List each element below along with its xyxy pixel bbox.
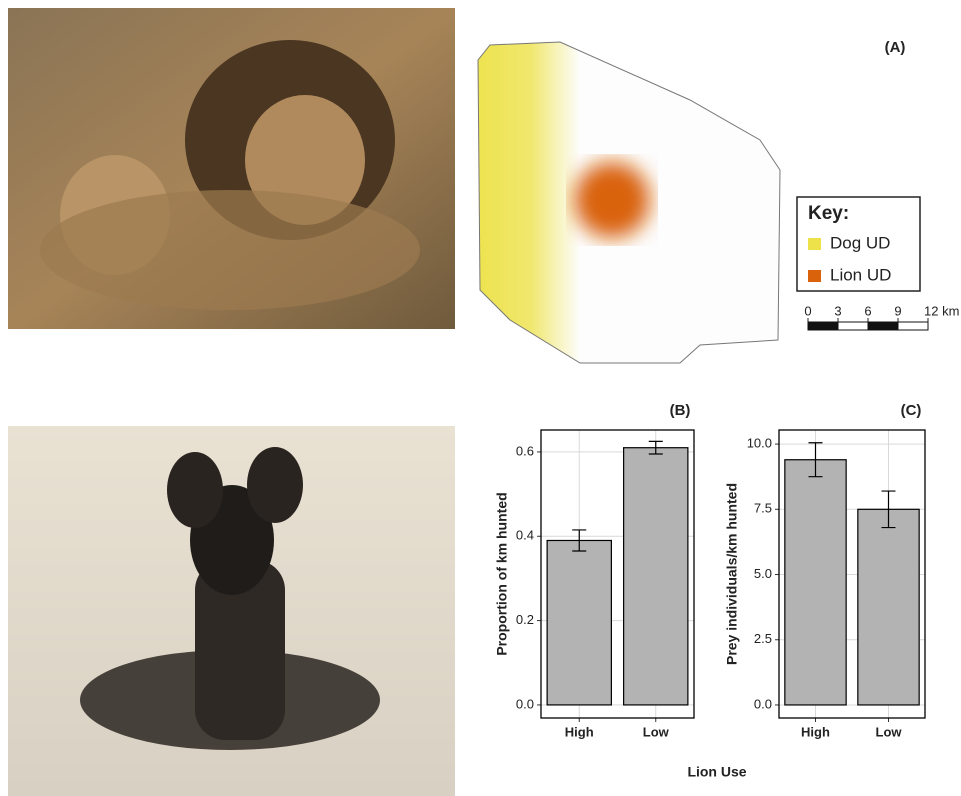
- error-bar: [572, 529, 587, 552]
- y-tick-label: 0.4: [516, 528, 534, 543]
- x-tick-label: High: [565, 724, 594, 739]
- y-tick-label: 0.0: [516, 696, 534, 711]
- scale-label: 3: [834, 303, 841, 318]
- bar: [784, 459, 847, 706]
- y-tick-label: 0.6: [516, 443, 534, 458]
- scale-segment: [897, 321, 929, 331]
- panel-label: (A): [885, 39, 906, 56]
- y-tick-label: 2.5: [754, 631, 772, 646]
- scale-label: 12 km: [924, 303, 959, 318]
- plot-border: [778, 429, 926, 719]
- scale-label: 9: [894, 303, 901, 318]
- y-tick-label: 7.5: [754, 501, 772, 516]
- panel-title: (B): [670, 402, 691, 419]
- error-bar: [881, 490, 896, 529]
- error-bar: [808, 442, 823, 478]
- bar: [857, 508, 920, 706]
- y-tick-label: 0.2: [516, 612, 534, 627]
- y-tick-label: 0.0: [754, 696, 772, 711]
- error-bar: [648, 440, 663, 455]
- scale-segment: [867, 321, 899, 331]
- x-axis-label: Lion Use: [687, 764, 746, 780]
- y-axis-label: Proportion of km hunted: [494, 492, 510, 655]
- map-surface: [478, 42, 780, 363]
- scale-segment: [837, 321, 869, 331]
- x-tick-label: Low: [876, 724, 903, 739]
- legend-title: Key:: [808, 203, 849, 224]
- y-axis-label: Prey individuals/km hunted: [724, 483, 740, 665]
- y-tick-label: 10.0: [747, 436, 772, 451]
- legend-label: Lion UD: [830, 265, 891, 284]
- legend-swatch: [808, 238, 821, 250]
- x-tick-label: Low: [643, 724, 670, 739]
- scale-segment: [807, 321, 839, 331]
- scale-label: 0: [804, 303, 811, 318]
- y-tick-label: 5.0: [754, 566, 772, 581]
- bar: [623, 447, 689, 706]
- legend-label: Dog UD: [830, 233, 890, 252]
- plot-border: [540, 429, 695, 719]
- scale-label: 6: [864, 303, 871, 318]
- map-outline: [477, 41, 781, 364]
- lion-photo: [8, 8, 455, 329]
- dog-photo: [8, 426, 455, 796]
- x-tick-label: High: [801, 724, 830, 739]
- legend-swatch: [808, 270, 821, 282]
- panel-title: (C): [901, 402, 922, 419]
- bar: [546, 539, 612, 706]
